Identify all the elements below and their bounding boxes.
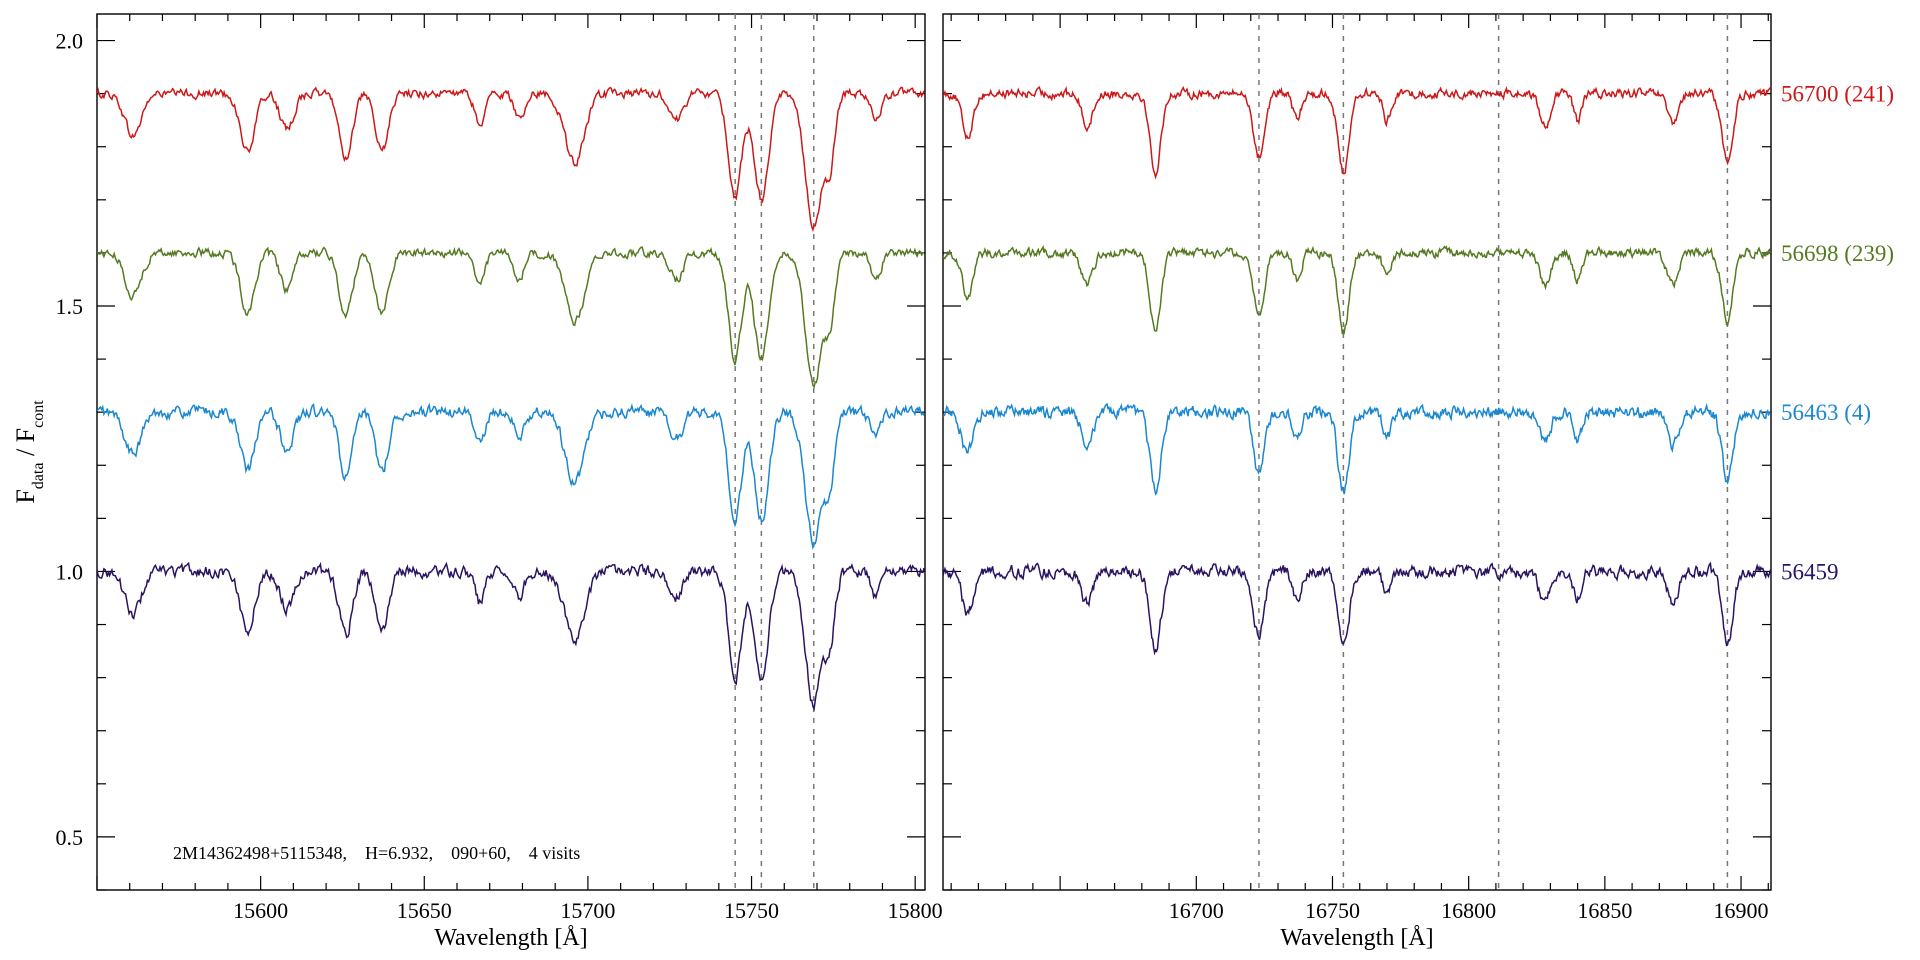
x-tick-label-right: 16900 bbox=[1714, 898, 1769, 923]
y-tick-label: 1.0 bbox=[56, 559, 84, 584]
panel-right: 16700 16750 16800 16850 16900 Wavelength [Å] bbox=[942, 13, 1772, 951]
spectrum-line-left-3 bbox=[97, 561, 925, 712]
panel-left: 15600 15650 15700 15750 15800 Wavelength [Å] 0… bbox=[56, 13, 943, 951]
spectrum-line-left-1 bbox=[97, 246, 925, 389]
star-annotation: 2M14362498+5115348, H=6.932, 090+60, 4 v… bbox=[173, 843, 580, 863]
spectrum-line-right-1 bbox=[943, 244, 1771, 335]
y-axis-label-text: Fdata / Fcont bbox=[11, 400, 47, 504]
spectrum-line-right-2 bbox=[943, 402, 1771, 496]
x-tick-label-right: 16800 bbox=[1441, 898, 1496, 923]
y-axis-label: Fdata / Fcont bbox=[11, 400, 47, 504]
plot-frame-left bbox=[96, 13, 926, 891]
spectrum-line-right-3 bbox=[943, 561, 1771, 656]
plot-frame-right bbox=[942, 13, 1772, 891]
x-tick-label-right: 16850 bbox=[1577, 898, 1632, 923]
x-tick-label-right: 16700 bbox=[1169, 898, 1224, 923]
x-tick-label-right: 16750 bbox=[1305, 898, 1360, 923]
legend-label-3: 56459 bbox=[1781, 559, 1839, 584]
x-tick-label-left: 15700 bbox=[560, 898, 615, 923]
x-axis-label-right: Wavelength [Å] bbox=[1280, 925, 1433, 951]
x-tick-label-left: 15800 bbox=[888, 898, 943, 923]
legend: 56700 (241) 56698 (239) 56463 (4) 56459 bbox=[1781, 82, 1894, 585]
spectrum-line-left-2 bbox=[97, 402, 925, 550]
legend-label-0: 56700 (241) bbox=[1781, 82, 1894, 107]
y-tick-label: 1.5 bbox=[56, 294, 84, 319]
legend-label-1: 56698 (239) bbox=[1781, 241, 1894, 266]
y-tick-label: 2.0 bbox=[56, 29, 84, 54]
spectrum-line-left-0 bbox=[97, 86, 925, 233]
x-axis-label-left: Wavelength [Å] bbox=[434, 925, 587, 951]
legend-label-2: 56463 (4) bbox=[1781, 400, 1871, 425]
spectrum-line-right-0 bbox=[943, 85, 1771, 180]
x-tick-label-left: 15600 bbox=[233, 898, 288, 923]
x-tick-label-left: 15750 bbox=[724, 898, 779, 923]
y-tick-label: 0.5 bbox=[56, 825, 84, 850]
x-tick-label-left: 15650 bbox=[397, 898, 452, 923]
